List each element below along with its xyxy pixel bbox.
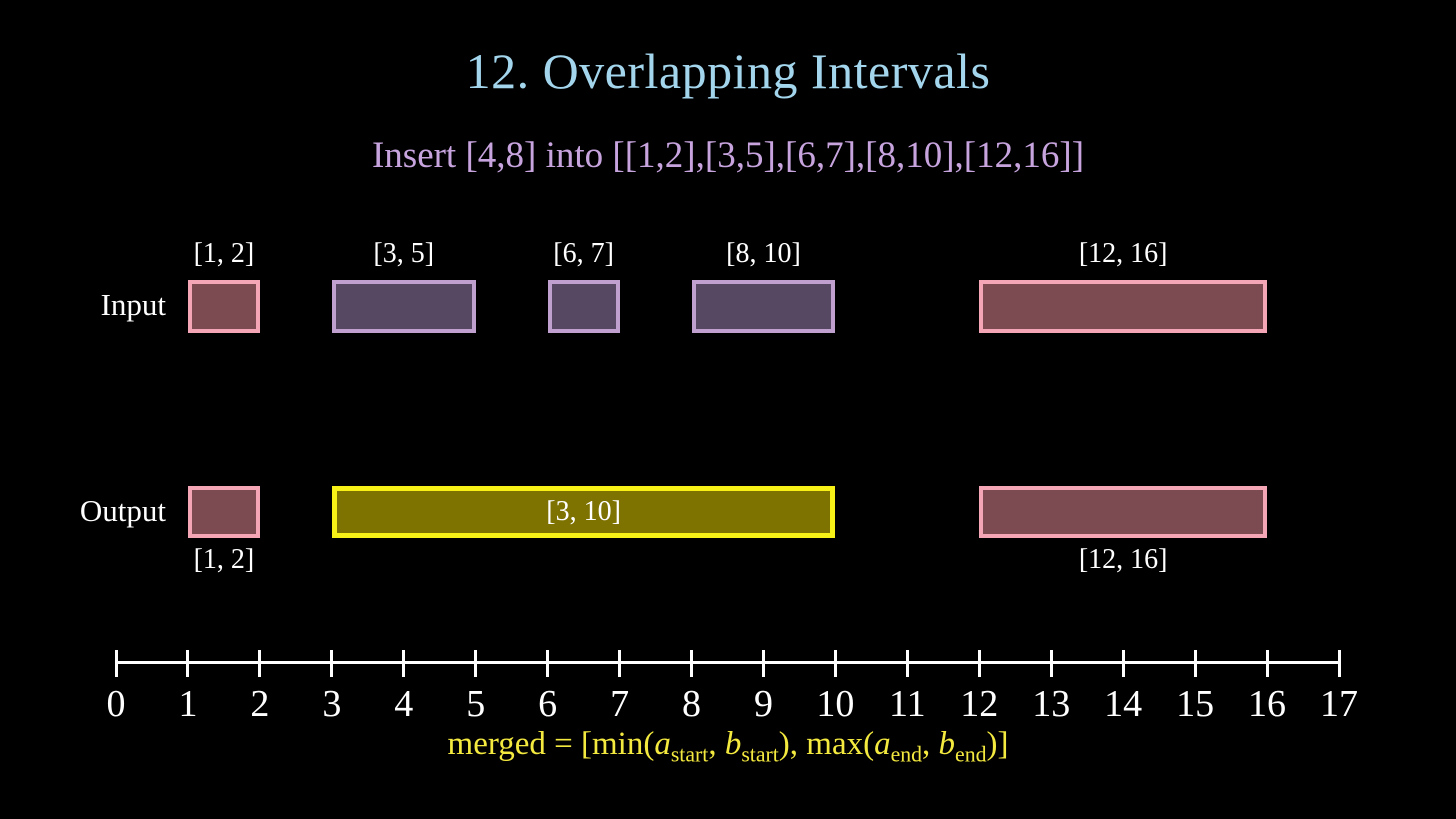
input-interval-8-10 — [691, 280, 836, 333]
number-line-label-9: 9 — [753, 683, 773, 725]
number-line-label-2: 2 — [250, 683, 270, 725]
formula-part: a — [654, 726, 671, 762]
subtitle: Insert [4,8] into [[1,2],[3,5],[6,7],[8,… — [371, 135, 1085, 176]
number-line-tick-11 — [905, 650, 909, 677]
formula-part: ), max( — [778, 726, 875, 762]
formula-part: merged = [min( — [447, 726, 655, 762]
formula-part: end — [955, 742, 987, 767]
number-line-tick-9 — [761, 650, 765, 677]
number-line-label-0: 0 — [106, 683, 126, 725]
input-interval-label: [6, 7] — [553, 238, 614, 269]
number-line-label-5: 5 — [466, 683, 486, 725]
formula-part: b — [938, 726, 956, 762]
number-line-axis — [116, 661, 1339, 664]
formula-part: , — [922, 726, 939, 762]
number-line-label-14: 14 — [1104, 683, 1143, 725]
formula-part: end — [890, 742, 923, 767]
number-line-tick-6 — [546, 650, 550, 677]
number-line-tick-16 — [1265, 650, 1269, 677]
number-line-label-11: 11 — [889, 683, 926, 725]
number-line-label-3: 3 — [322, 683, 342, 725]
output-interval-3-10: [3, 10] — [331, 486, 836, 538]
number-line-tick-3 — [330, 650, 334, 677]
formula-part: , — [708, 726, 725, 762]
number-line-label-6: 6 — [538, 683, 558, 725]
output-interval-1-2 — [187, 486, 260, 538]
formula-part: b — [724, 726, 742, 762]
number-line-tick-0 — [114, 650, 118, 677]
merge-formula: merged = [min(astart, bstart), max(aend,… — [0, 726, 1456, 768]
number-line-tick-5 — [474, 650, 478, 677]
number-line-tick-7 — [618, 650, 622, 677]
number-line-tick-8 — [690, 650, 694, 677]
number-line-tick-15 — [1193, 650, 1197, 677]
number-line-label-15: 15 — [1176, 683, 1215, 725]
output-interval-12-16 — [979, 486, 1268, 538]
number-line-label-4: 4 — [394, 683, 414, 725]
input-interval-1-2 — [187, 280, 260, 333]
input-interval-3-5 — [331, 280, 476, 333]
output-interval-label: [3, 10] — [546, 496, 621, 527]
formula-part: )] — [986, 726, 1009, 762]
formula-part: a — [874, 726, 891, 762]
input-interval-6-7 — [547, 280, 620, 333]
number-line-label-17: 17 — [1320, 683, 1358, 725]
input-row-label: Input — [100, 287, 166, 322]
number-line-tick-4 — [402, 650, 406, 677]
number-line-tick-1 — [186, 650, 190, 677]
output-interval-label: [1, 2] — [193, 544, 255, 575]
output-interval-label: [12, 16] — [1078, 544, 1168, 575]
number-line-label-8: 8 — [682, 683, 702, 725]
number-line-label-13: 13 — [1032, 683, 1071, 725]
formula-part: start — [741, 742, 779, 767]
page-title: 12. Overlapping Intervals — [465, 43, 991, 99]
number-line-tick-13 — [1049, 650, 1053, 677]
number-line-tick-2 — [258, 650, 262, 677]
number-line-label-10: 10 — [816, 683, 855, 725]
input-interval-label: [8, 10] — [726, 238, 801, 269]
number-line-tick-10 — [833, 650, 837, 677]
input-interval-12-16 — [979, 280, 1268, 333]
number-line-label-16: 16 — [1248, 683, 1287, 725]
formula-part: start — [670, 742, 709, 767]
number-line-label-1: 1 — [178, 683, 198, 725]
number-line-label-7: 7 — [610, 683, 630, 725]
number-line-tick-17 — [1337, 650, 1341, 677]
input-interval-label: [1, 2] — [193, 238, 255, 269]
number-line-tick-12 — [977, 650, 981, 677]
number-line-label-12: 12 — [960, 683, 999, 725]
input-interval-label: [12, 16] — [1078, 238, 1168, 269]
input-interval-label: [3, 5] — [373, 238, 435, 269]
number-line-tick-14 — [1121, 650, 1125, 677]
output-row-label: Output — [79, 493, 166, 528]
